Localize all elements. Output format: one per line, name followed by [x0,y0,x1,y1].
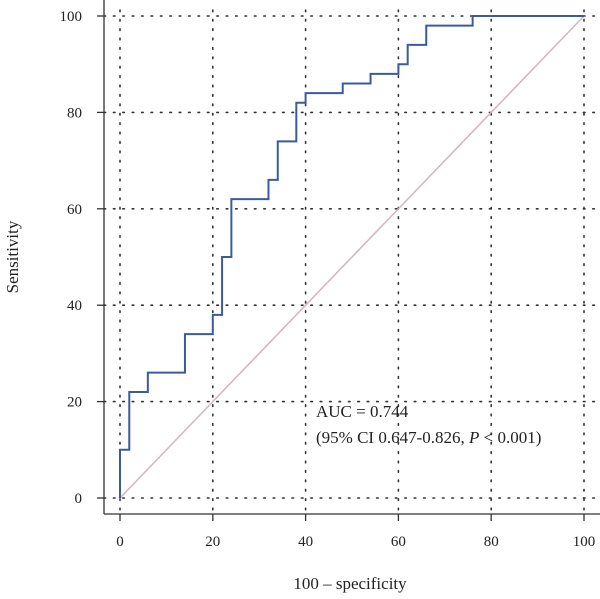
p-value-text: < 0.001) [479,428,541,447]
auc-annotation: AUC = 0.744 [316,402,409,421]
y-tick-label: 80 [67,105,82,121]
y-tick-label: 60 [67,202,82,218]
y-tick-label: 100 [60,9,83,25]
ci-text: (95% CI 0.647-0.826, [316,428,469,447]
reference-diagonal-line [119,15,585,499]
axis-ticks: 0 20 40 60 80 100 0 20 40 60 80 100 [60,9,596,550]
y-tick-label: 40 [67,298,82,314]
y-tick-label: 20 [67,395,82,411]
x-tick-label: 80 [484,534,499,550]
y-tick-label: 0 [75,491,83,507]
x-tick-label: 40 [298,534,313,550]
x-tick-label: 20 [205,534,220,550]
ci-annotation: (95% CI 0.647-0.826, P < 0.001) [316,428,541,447]
x-tick-label: 100 [573,534,596,550]
x-tick-label: 60 [391,534,406,550]
roc-curve-line [119,15,584,498]
series-layer [119,15,585,499]
y-axis-title: Sensitivity [3,220,22,293]
p-symbol: P [468,428,479,447]
x-tick-label: 0 [116,534,124,550]
x-axis-title: 100 – specificity [293,574,407,593]
